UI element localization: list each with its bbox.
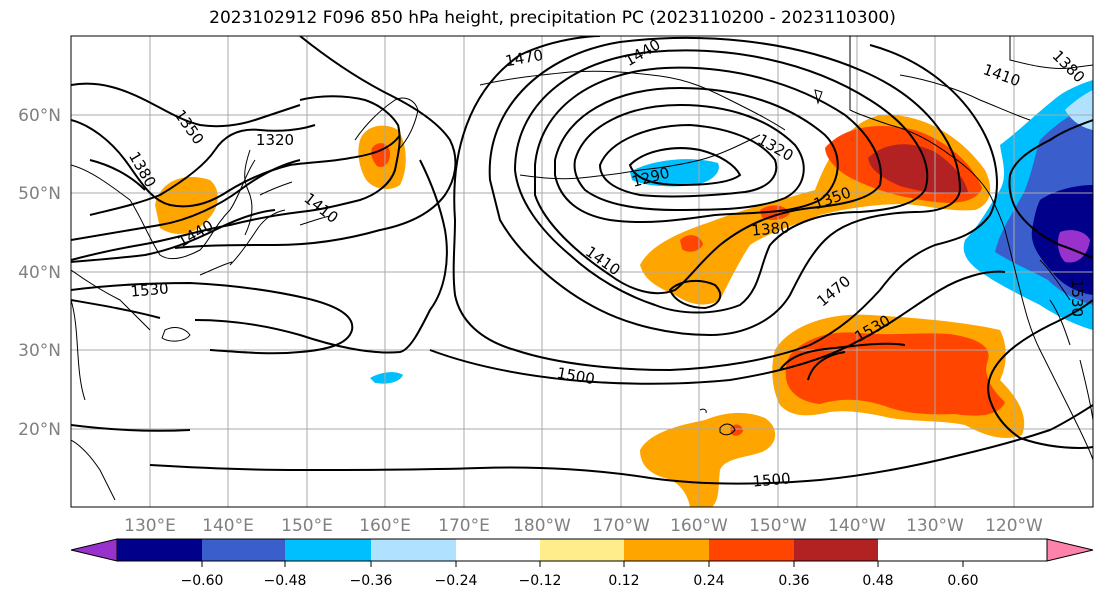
lat-label: 20°N bbox=[18, 420, 61, 440]
colorbar-tick-label: −0.24 bbox=[435, 573, 478, 589]
precip-positive-area bbox=[680, 235, 703, 252]
map-area: 1350 1320 1380 1410 1440 1530 1470 1440 … bbox=[71, 36, 1093, 507]
lon-label: 120°W bbox=[985, 516, 1043, 536]
colorbar-max-extension bbox=[1046, 538, 1094, 562]
colorbar-tick-label: 0.60 bbox=[947, 573, 978, 589]
lat-label: 40°N bbox=[18, 263, 61, 283]
precip-positive-area bbox=[640, 412, 776, 507]
precip-positive-area bbox=[868, 144, 968, 194]
lon-label: 140°E bbox=[202, 516, 254, 536]
colorbar-tick-label: −0.48 bbox=[264, 573, 307, 589]
lon-label: 160°E bbox=[359, 516, 411, 536]
precip-positive-area bbox=[760, 205, 790, 221]
colorbar-tick-label: −0.36 bbox=[350, 573, 393, 589]
lat-label: 50°N bbox=[18, 184, 61, 204]
colorbar-tick-label: −0.12 bbox=[519, 573, 562, 589]
height-contours bbox=[71, 36, 1093, 485]
longitude-labels: 130°E 140°E 150°E 160°E 170°E 180°W 170°… bbox=[124, 516, 1043, 536]
lon-label: 170°W bbox=[592, 516, 650, 536]
lat-label: 60°N bbox=[18, 106, 61, 126]
precip-negative-area bbox=[370, 372, 403, 384]
colorbar-segment bbox=[624, 539, 709, 561]
lon-label: 130°E bbox=[124, 516, 176, 536]
colorbar-min-extension bbox=[70, 538, 118, 562]
colorbar-segment bbox=[117, 539, 202, 561]
colorbar-segment bbox=[709, 539, 794, 561]
colorbar: −0.60 −0.48 −0.36 −0.24 −0.12 0.12 0.24 … bbox=[70, 538, 1094, 589]
lon-label: 150°E bbox=[281, 516, 333, 536]
contour-label: 1530 bbox=[130, 279, 170, 300]
lon-label: 160°W bbox=[670, 516, 728, 536]
lon-label: 150°W bbox=[749, 516, 807, 536]
colorbar-segment bbox=[285, 539, 371, 561]
colorbar-segment bbox=[456, 539, 540, 561]
map-title: 2023102912 F096 850 hPa height, precipit… bbox=[209, 8, 896, 28]
colorbar-tick-label: 0.36 bbox=[778, 573, 809, 589]
colorbar-tick-label: −0.60 bbox=[181, 573, 224, 589]
precip-negative-area bbox=[1065, 90, 1093, 130]
colorbar-tick-label: 0.24 bbox=[693, 573, 724, 589]
colorbar-segment bbox=[794, 539, 878, 561]
lat-label: 30°N bbox=[18, 341, 61, 361]
precip-negative-area bbox=[630, 159, 719, 187]
contour-label: 1500 bbox=[752, 469, 792, 490]
colorbar-tick-label: 0.12 bbox=[608, 573, 639, 589]
latitude-labels: 60°N 50°N 40°N 30°N 20°N bbox=[18, 106, 61, 440]
contour-label: 1380 bbox=[751, 218, 791, 239]
colorbar-segment bbox=[202, 539, 285, 561]
lon-label: 130°W bbox=[906, 516, 964, 536]
colorbar-outline bbox=[117, 538, 1047, 562]
lon-label: 180°W bbox=[513, 516, 571, 536]
contour-label: 1530 bbox=[1068, 279, 1086, 317]
precip-shading bbox=[155, 80, 1093, 507]
lon-label: 170°E bbox=[438, 516, 490, 536]
colorbar-tick-label: 0.48 bbox=[862, 573, 893, 589]
contour-label: 1320 bbox=[256, 131, 294, 149]
colorbar-segment bbox=[540, 539, 624, 561]
map-frame bbox=[70, 35, 1094, 508]
lon-label: 140°W bbox=[828, 516, 886, 536]
colorbar-segment bbox=[371, 539, 456, 561]
